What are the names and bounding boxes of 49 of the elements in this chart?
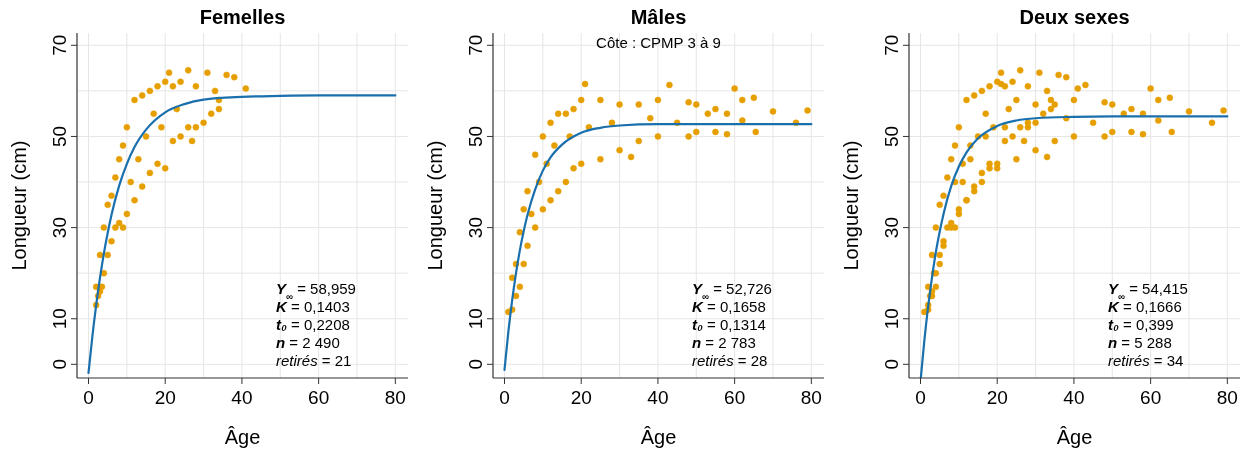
- y-tick-label: 10: [465, 308, 486, 330]
- chart-title: Deux sexes: [1019, 6, 1130, 28]
- x-tick-label: 80: [800, 387, 822, 408]
- x-tick-label: 80: [1216, 387, 1238, 408]
- x-tick-label: 20: [154, 387, 176, 408]
- x-tick-label: 0: [915, 387, 926, 408]
- x-tick-label: 40: [1063, 387, 1085, 408]
- chart-subtitle: Côte : CPMP 3 à 9: [596, 34, 721, 51]
- annotation: n = 5 288: [1108, 334, 1172, 351]
- x-axis-title: Âge: [1056, 426, 1093, 448]
- annotation: n = 2 490: [276, 334, 340, 351]
- x-axis-title: Âge: [224, 426, 261, 448]
- x-tick-label: 60: [1140, 387, 1162, 408]
- y-axis-title: Longueur (cm): [840, 140, 862, 271]
- annotation: t₀ = 0,1314: [692, 316, 766, 333]
- chart-title: Femelles: [199, 6, 286, 28]
- x-tick-label: 20: [986, 387, 1008, 408]
- y-tick-label: 0: [881, 359, 902, 370]
- annotation: t₀ = 0,399: [1108, 316, 1174, 333]
- x-tick-label: 40: [647, 387, 669, 408]
- x-tick-label: 0: [499, 387, 510, 408]
- x-tick-label: 40: [231, 387, 253, 408]
- y-tick-label: 30: [881, 217, 902, 239]
- y-tick-label: 50: [881, 125, 902, 148]
- annotation: retirés = 28: [692, 352, 768, 369]
- y-tick-label: 70: [49, 34, 70, 56]
- y-tick-label: 10: [49, 308, 70, 330]
- x-tick-label: 60: [724, 387, 746, 408]
- annotation: retirés = 21: [276, 352, 352, 369]
- annotation: t₀ = 0,2208: [276, 316, 350, 333]
- y-tick-label: 50: [49, 125, 70, 148]
- y-axis-title: Longueur (cm): [424, 140, 446, 271]
- x-tick-label: 80: [384, 387, 406, 408]
- y-axis-title: Longueur (cm): [8, 140, 30, 271]
- annotation: n = 2 783: [692, 334, 756, 351]
- x-tick-label: 0: [83, 387, 94, 408]
- y-tick-label: 0: [465, 359, 486, 370]
- x-tick-label: 20: [570, 387, 592, 408]
- x-tick-label: 60: [308, 387, 330, 408]
- y-tick-label: 70: [881, 34, 902, 56]
- y-tick-label: 50: [465, 125, 486, 148]
- y-tick-label: 10: [881, 308, 902, 330]
- y-tick-label: 70: [465, 34, 486, 56]
- y-tick-label: 30: [49, 217, 70, 239]
- annotation: retirés = 34: [1108, 352, 1184, 369]
- chart-title: Mâles: [630, 6, 687, 28]
- y-tick-label: 0: [49, 359, 70, 370]
- x-axis-title: Âge: [640, 426, 677, 448]
- y-tick-label: 30: [465, 217, 486, 239]
